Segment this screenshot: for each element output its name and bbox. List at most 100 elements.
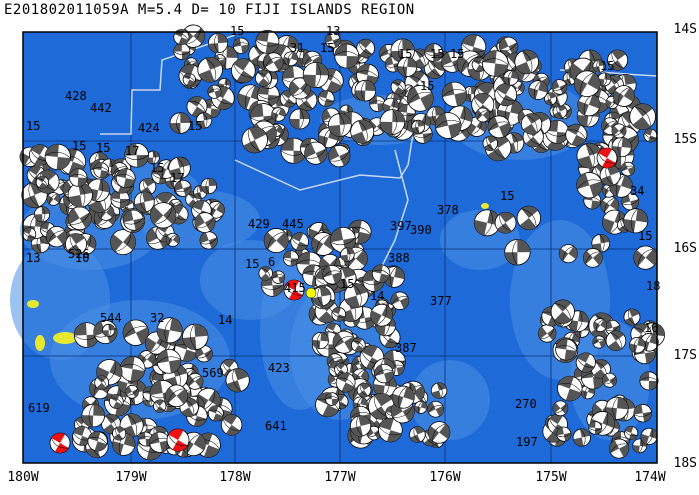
focal-mechanism xyxy=(494,211,517,234)
lat-label-16s: 16S xyxy=(673,241,697,256)
focal-mechanism xyxy=(409,426,426,443)
depth-label: 31 xyxy=(290,41,304,55)
focal-mechanism xyxy=(573,70,601,98)
focal-mechanism xyxy=(556,426,572,442)
focal-mechanism xyxy=(207,84,222,99)
depth-label: 428 xyxy=(65,89,87,103)
event-title: E201802011059A M=5.4 D= 10 FIJI ISLANDS … xyxy=(4,2,415,18)
focal-mechanism xyxy=(44,143,71,171)
focal-mechanism xyxy=(487,115,511,139)
focal-mechanism xyxy=(174,179,192,197)
focal-mechanism xyxy=(263,228,289,254)
focal-mechanism xyxy=(200,177,217,195)
depth-label: 526 xyxy=(68,247,90,261)
focal-mechanism xyxy=(516,205,542,231)
lat-label-15s: 15S xyxy=(673,132,697,147)
focal-mechanism xyxy=(195,112,213,129)
focal-mechanism xyxy=(289,108,311,130)
island xyxy=(27,300,39,308)
depth-label: 6 xyxy=(268,255,275,269)
focal-mechanism xyxy=(592,335,606,349)
depth-label: 15 xyxy=(188,119,202,133)
focal-mechanism xyxy=(430,382,448,399)
focal-mechanism xyxy=(324,32,341,49)
focal-mechanism xyxy=(623,208,649,234)
focal-mechanism xyxy=(232,37,250,54)
focal-mechanism xyxy=(220,414,243,436)
focal-mechanism xyxy=(643,128,658,143)
focal-mechanism xyxy=(434,112,462,139)
focal-mechanism xyxy=(390,291,410,311)
map-frame xyxy=(22,31,658,464)
depth-label: 15 xyxy=(340,277,354,291)
focal-mechanism xyxy=(623,308,641,326)
island xyxy=(53,332,77,344)
focal-mechanism xyxy=(397,56,418,77)
focal-mechanism xyxy=(592,59,606,73)
depth-label: 619 xyxy=(28,401,50,415)
focal-mechanism xyxy=(207,33,229,54)
depth-label: 16 xyxy=(644,321,658,335)
depth-label: 569 xyxy=(202,366,224,380)
focal-mechanism xyxy=(629,103,656,130)
focal-mechanism xyxy=(471,92,495,116)
focal-mechanism xyxy=(640,427,658,445)
focal-mechanism xyxy=(602,372,617,388)
focal-mechanism xyxy=(325,392,339,406)
depth-label: 13 xyxy=(326,24,340,38)
focal-mechanism xyxy=(182,72,196,87)
focal-mechanism xyxy=(411,119,426,134)
focal-mechanism xyxy=(173,42,191,60)
focal-mechanism xyxy=(356,382,372,398)
lon-label-178w: 178W xyxy=(219,470,251,485)
focal-mechanism xyxy=(611,123,627,139)
focal-mechanism xyxy=(356,38,375,58)
focal-mechanism xyxy=(156,349,182,374)
depth-label: 397 xyxy=(390,219,412,233)
depth-label: 390 xyxy=(410,223,432,237)
focal-mechanism xyxy=(311,332,329,350)
focal-mechanism xyxy=(583,248,603,268)
focal-mechanism xyxy=(110,189,130,209)
depth-label: 388 xyxy=(388,251,410,265)
focal-mechanism xyxy=(390,79,406,95)
focal-mechanism xyxy=(258,266,273,281)
focal-mechanism xyxy=(156,317,183,344)
focal-mechanism xyxy=(199,231,218,250)
focal-mechanism xyxy=(577,93,601,117)
focal-mechanism xyxy=(414,400,428,414)
focal-mechanism xyxy=(317,90,335,107)
focal-mechanism xyxy=(544,92,558,106)
focal-mechanism xyxy=(271,270,286,284)
focal-mechanism xyxy=(538,324,557,343)
focal-mechanism xyxy=(87,431,108,452)
depth-label: 387 xyxy=(395,341,417,355)
focal-mechanism xyxy=(122,209,144,231)
depth-label: 14 xyxy=(218,313,232,327)
depth-label: 15 xyxy=(96,141,110,155)
focal-mechanism xyxy=(168,156,191,180)
focal-mechanism xyxy=(153,399,167,413)
focal-mechanism xyxy=(351,337,366,353)
focal-mechanism xyxy=(328,113,352,137)
focal-mechanism xyxy=(283,279,305,301)
plate-boundaries xyxy=(100,34,658,271)
focal-mechanism xyxy=(283,51,299,67)
island xyxy=(481,203,489,209)
focal-mechanism xyxy=(290,232,309,251)
focal-mechanism xyxy=(334,43,360,69)
focal-mechanism xyxy=(427,400,445,418)
focal-mechanism xyxy=(575,352,596,373)
focal-mechanism xyxy=(349,415,372,437)
focal-mechanism xyxy=(328,144,351,168)
focal-mechanism xyxy=(46,192,61,206)
focal-mechanism xyxy=(182,323,209,351)
focal-mechanism xyxy=(288,77,311,100)
focal-mechanism xyxy=(340,247,355,262)
focal-mechanism xyxy=(528,80,548,100)
focal-mechanism xyxy=(165,384,188,408)
depth-label: 18 xyxy=(646,279,660,293)
focal-mechanism xyxy=(427,421,451,444)
focal-mechanism xyxy=(609,438,630,459)
